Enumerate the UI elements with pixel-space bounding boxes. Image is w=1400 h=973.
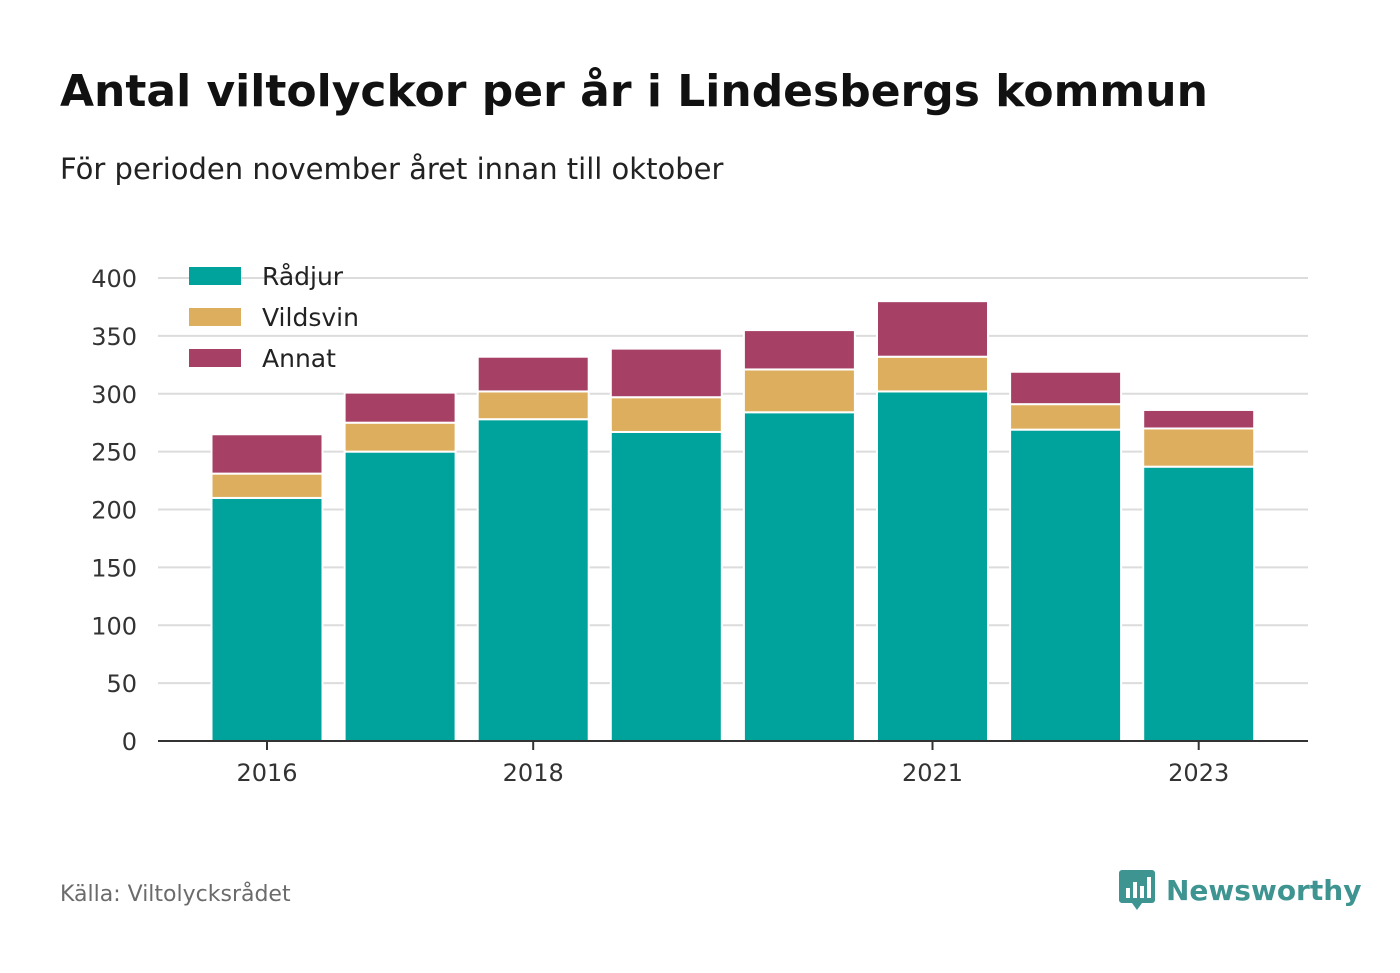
chart-subtitle: För perioden november året innan till ok… bbox=[60, 152, 724, 186]
chart-title: Antal viltolyckor per år i Lindesbergs k… bbox=[60, 66, 1208, 117]
legend-label-annat: Annat bbox=[262, 344, 336, 373]
y-tick-label: 50 bbox=[106, 670, 137, 698]
bar-segment-annat bbox=[742, 329, 856, 371]
bar-segment-rådjur bbox=[1009, 428, 1123, 742]
y-tick-label: 200 bbox=[91, 497, 137, 525]
bar-segment-vildsvin bbox=[1009, 403, 1123, 431]
brand-name: Newsworthy bbox=[1166, 873, 1362, 907]
axes: 0 50 100 150 200 250 300 350 400 2016 2018 2021 2023 bbox=[91, 265, 1308, 787]
bar-segment-rådjur bbox=[876, 390, 989, 742]
y-tick-label: 300 bbox=[91, 381, 137, 409]
bar-segment-annat bbox=[343, 391, 457, 424]
y-tick-label: 250 bbox=[91, 439, 137, 467]
bar-segment-vildsvin bbox=[210, 472, 324, 499]
bar-segment-rådjur bbox=[343, 450, 457, 742]
bar-segment-annat bbox=[476, 355, 590, 393]
bar-segment-annat bbox=[876, 300, 989, 358]
bar-segment-vildsvin bbox=[876, 355, 989, 393]
y-tick-label: 100 bbox=[91, 612, 137, 640]
bar-segment-vildsvin bbox=[343, 421, 457, 453]
bar-segment-annat bbox=[609, 347, 723, 399]
bars bbox=[210, 300, 1256, 742]
legend-label-rådjur: Rådjur bbox=[262, 262, 344, 291]
legend: Rådjur Vildsvin Annat bbox=[189, 262, 359, 373]
x-tick-label: 2016 bbox=[236, 759, 297, 787]
bar-segment-rådjur bbox=[742, 411, 856, 742]
legend-label-vildsvin: Vildsvin bbox=[262, 303, 359, 332]
bar-segment-rådjur bbox=[210, 496, 324, 742]
bar-segment-annat bbox=[1009, 370, 1123, 406]
bar-segment-vildsvin bbox=[609, 396, 723, 433]
bar-segment-rådjur bbox=[1142, 465, 1256, 742]
legend-swatch-annat bbox=[189, 349, 241, 367]
x-tick-label: 2023 bbox=[1168, 759, 1229, 787]
bar-segment-vildsvin bbox=[742, 368, 856, 414]
bar-segment-rådjur bbox=[476, 418, 590, 742]
bar-segment-annat bbox=[1142, 408, 1256, 430]
y-tick-label: 0 bbox=[122, 728, 137, 756]
y-tick-label: 150 bbox=[91, 554, 137, 582]
bar-segment-annat bbox=[210, 433, 324, 475]
y-tick-label: 400 bbox=[91, 265, 137, 293]
bar-segment-vildsvin bbox=[476, 390, 590, 421]
x-tick-label: 2021 bbox=[902, 759, 963, 787]
x-tick-label: 2018 bbox=[503, 759, 564, 787]
legend-swatch-vildsvin bbox=[189, 308, 241, 326]
gridlines bbox=[158, 277, 1308, 685]
legend-swatch-rådjur bbox=[189, 267, 241, 285]
source-note: Källa: Viltolycksrådet bbox=[60, 882, 291, 907]
bar-segment-vildsvin bbox=[1142, 427, 1256, 468]
y-tick-label: 350 bbox=[91, 323, 137, 351]
newsworthy-logo-icon bbox=[1119, 870, 1155, 910]
brand-logo: Newsworthy bbox=[1118, 868, 1361, 912]
bar-segment-rådjur bbox=[609, 430, 723, 742]
